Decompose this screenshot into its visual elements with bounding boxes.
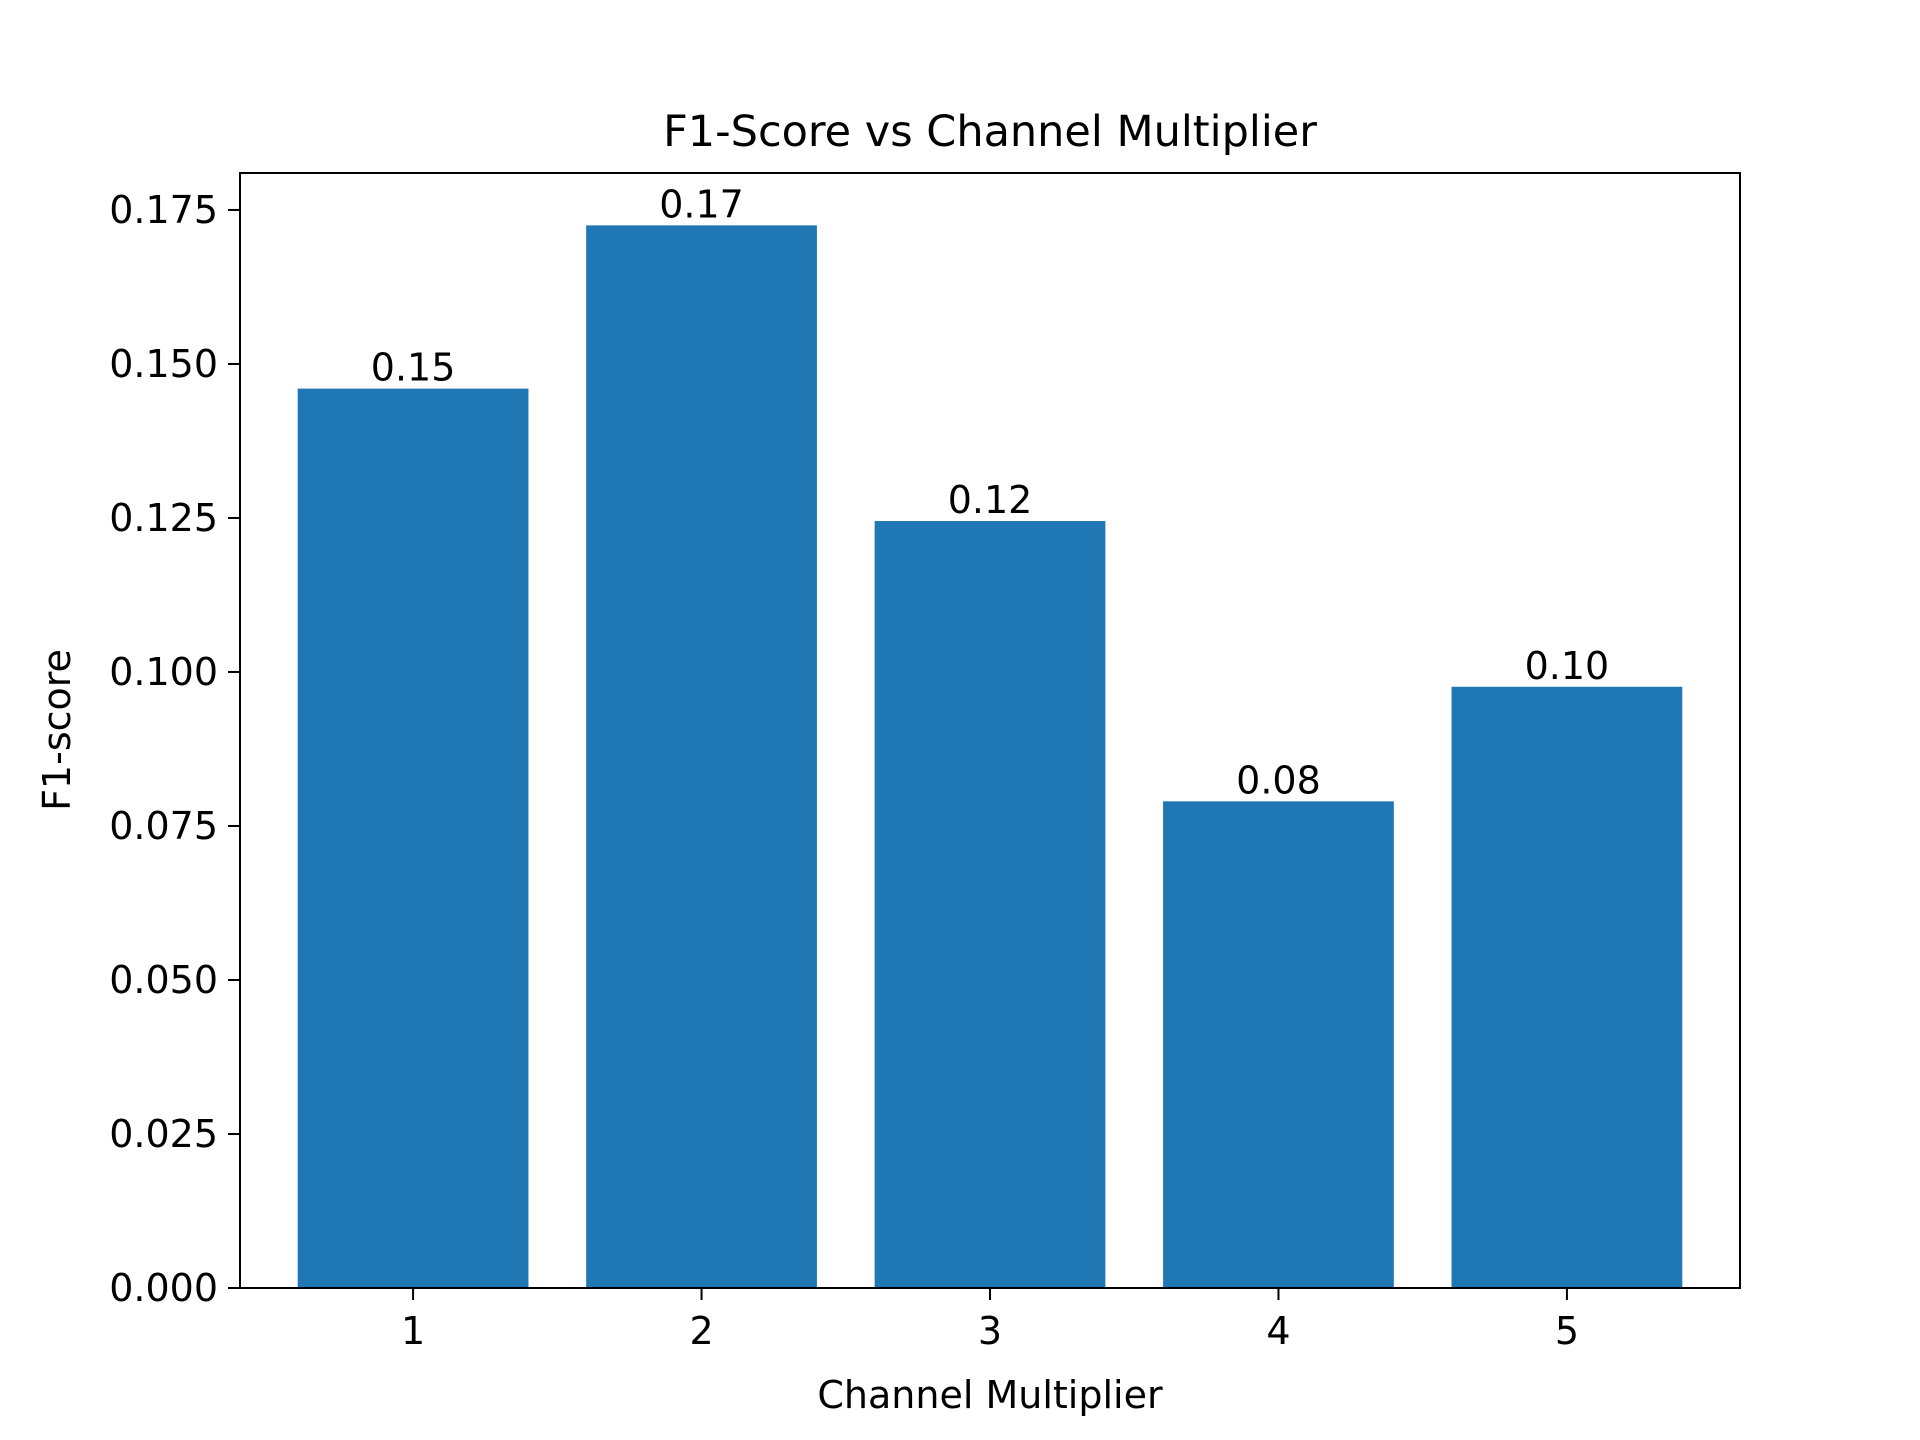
bar-value-label: 0.08: [1236, 758, 1321, 802]
bar-labels-group: 0.15 0.17 0.12 0.08 0.10: [371, 182, 1609, 802]
chart-title: F1-Score vs Channel Multiplier: [663, 107, 1317, 157]
y-axis-ticks: 0.000 0.025 0.050 0.075 0.100 0.125 0.150 0.175: [109, 188, 240, 1310]
bar-value-label: 0.10: [1525, 644, 1610, 688]
y-tick-label: 0.100: [109, 650, 218, 694]
y-tick-label: 0.150: [109, 342, 218, 386]
x-tick-label: 2: [689, 1309, 713, 1353]
bar-value-label: 0.12: [948, 478, 1033, 522]
x-tick-label: 1: [401, 1309, 425, 1353]
x-axis-ticks: 1 2 3 4 5: [401, 1288, 1579, 1353]
y-tick-label: 0.050: [109, 958, 218, 1002]
x-tick-label: 5: [1555, 1309, 1579, 1353]
x-axis-label: Channel Multiplier: [817, 1373, 1163, 1417]
y-tick-label: 0.175: [109, 188, 218, 232]
bar-2: [586, 225, 817, 1289]
bar-value-label: 0.15: [371, 346, 456, 390]
y-tick-label: 0.075: [109, 804, 218, 848]
bar-3: [874, 521, 1106, 1288]
bars-group: [297, 225, 1683, 1289]
y-tick-label: 0.125: [109, 496, 218, 540]
x-tick-label: 3: [978, 1309, 1002, 1353]
y-tick-label: 0.025: [109, 1112, 218, 1156]
bar-5: [1451, 686, 1683, 1288]
x-tick-label: 4: [1266, 1309, 1290, 1353]
plot-area: 0.15 0.17 0.12 0.08 0.10 0.000 0.025 0.050 0.07…: [109, 172, 1741, 1353]
bar-value-label: 0.17: [659, 182, 744, 226]
y-axis-label: F1-score: [35, 649, 79, 811]
bar-1: [297, 388, 529, 1288]
bar-4: [1163, 801, 1394, 1288]
y-tick-label: 0.000: [109, 1266, 218, 1310]
